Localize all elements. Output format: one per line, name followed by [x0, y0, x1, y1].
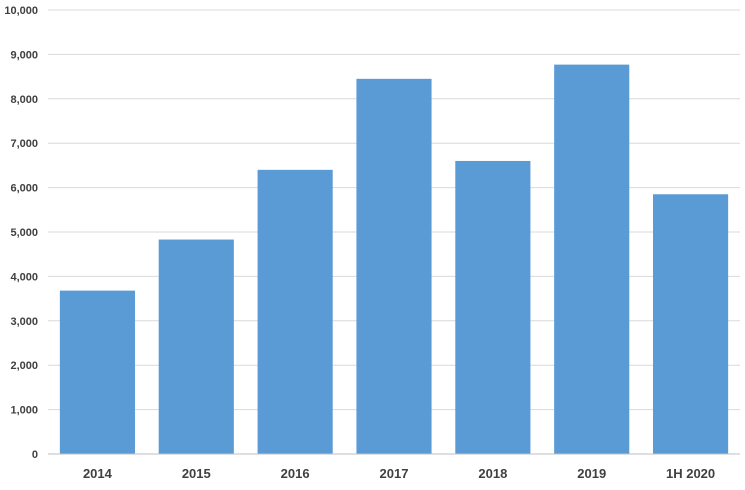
y-tick-label: 7,000 — [10, 138, 38, 150]
y-tick-label: 4,000 — [10, 271, 38, 283]
y-axis-tick-labels: 0 1,000 2,000 3,000 4,000 5,000 6,000 7,000 8,00… — [4, 5, 38, 461]
bar-2014 — [59, 290, 135, 454]
x-tick-label: 2017 — [380, 466, 409, 481]
x-axis-tick-labels: 2014 2015 2016 2017 2018 2019 1H 2020 — [83, 466, 715, 481]
y-tick-label: 6,000 — [10, 183, 38, 195]
bars — [59, 64, 729, 454]
x-tick-label: 2016 — [281, 466, 310, 481]
y-tick-label: 3,000 — [10, 316, 38, 328]
y-tick-label: 1,000 — [10, 405, 38, 417]
y-tick-label: 5,000 — [10, 227, 38, 239]
y-tick-label: 8,000 — [10, 94, 38, 106]
bar-1h-2020 — [653, 194, 729, 454]
x-tick-label: 2019 — [577, 466, 606, 481]
bar-2015 — [158, 239, 234, 454]
y-tick-label: 2,000 — [10, 360, 38, 372]
y-tick-label: 9,000 — [10, 49, 38, 61]
bar-2018 — [455, 160, 531, 454]
y-tick-label: 10,000 — [4, 5, 38, 17]
x-tick-label: 2018 — [478, 466, 507, 481]
y-tick-label: 0 — [32, 449, 38, 461]
x-tick-label: 1H 2020 — [666, 466, 715, 481]
bar-2016 — [257, 169, 333, 454]
x-tick-label: 2014 — [83, 466, 113, 481]
bar-2017 — [356, 78, 432, 454]
x-tick-label: 2015 — [182, 466, 211, 481]
bar-2019 — [554, 64, 630, 454]
